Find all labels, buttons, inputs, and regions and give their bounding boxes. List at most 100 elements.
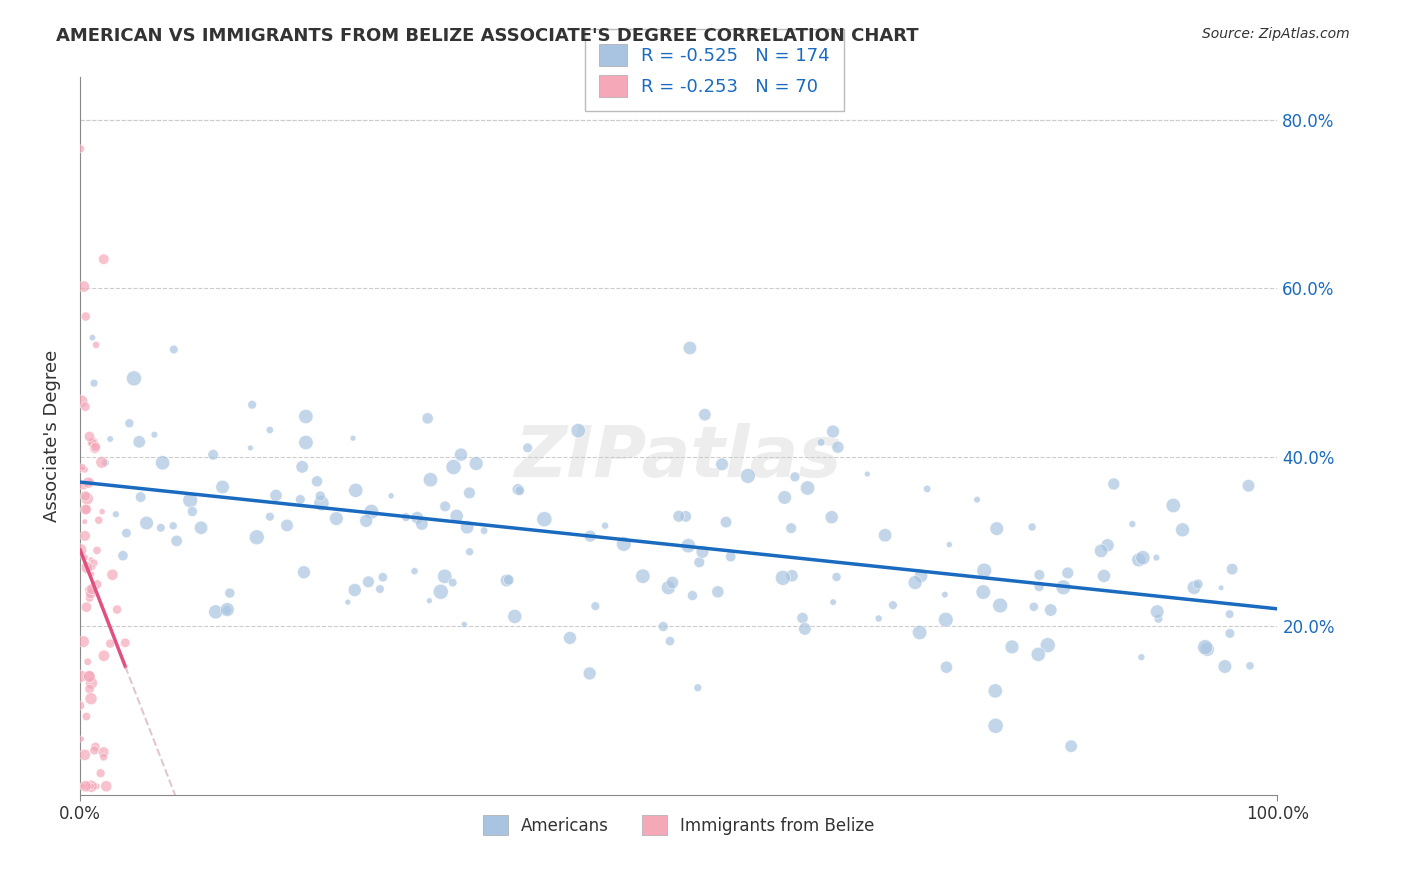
Point	[688, 555, 710, 569]
Point	[80, 676, 103, 690]
Point	[827, 440, 849, 454]
Y-axis label: Associate's Degree: Associate's Degree	[44, 350, 60, 522]
Point	[79, 670, 101, 684]
Point	[1036, 638, 1059, 652]
Point	[82, 331, 104, 345]
Point	[984, 684, 1007, 698]
Point	[344, 483, 367, 498]
Point	[135, 516, 157, 530]
Point	[72, 779, 94, 793]
Point	[129, 490, 152, 504]
Point	[93, 745, 115, 759]
Point	[593, 518, 616, 533]
Point	[458, 486, 481, 500]
Point	[450, 448, 472, 462]
Point	[295, 435, 318, 450]
Point	[465, 457, 488, 471]
Point	[1090, 544, 1112, 558]
Point	[80, 567, 103, 582]
Point	[1239, 658, 1261, 673]
Text: AMERICAN VS IMMIGRANTS FROM BELIZE ASSOCIATE'S DEGREE CORRELATION CHART: AMERICAN VS IMMIGRANTS FROM BELIZE ASSOC…	[56, 27, 920, 45]
Point	[240, 398, 263, 412]
Point	[86, 577, 108, 591]
Text: Source: ZipAtlas.com: Source: ZipAtlas.com	[1202, 27, 1350, 41]
Point	[77, 669, 100, 683]
Point	[692, 545, 714, 559]
Point	[94, 456, 117, 470]
Point	[79, 586, 101, 600]
Point	[1060, 739, 1083, 754]
Point	[79, 681, 101, 696]
Point	[76, 560, 98, 574]
Point	[291, 459, 314, 474]
Point	[96, 779, 118, 793]
Point	[72, 478, 94, 492]
Point	[1026, 648, 1049, 662]
Point	[84, 440, 107, 454]
Point	[118, 416, 141, 430]
Point	[309, 489, 332, 503]
Point	[69, 142, 91, 156]
Point	[429, 584, 451, 599]
Point	[76, 655, 98, 669]
Point	[305, 475, 328, 489]
Point	[495, 574, 517, 588]
Point	[1056, 566, 1078, 580]
Point	[75, 779, 97, 793]
Point	[342, 431, 364, 445]
Point	[371, 570, 394, 584]
Point	[166, 533, 188, 548]
Point	[163, 343, 186, 357]
Point	[75, 502, 97, 516]
Point	[149, 521, 172, 535]
Point	[737, 469, 759, 483]
Point	[82, 560, 104, 574]
Point	[720, 549, 742, 564]
Point	[101, 567, 124, 582]
Point	[792, 611, 814, 625]
Point	[217, 602, 239, 616]
Point	[681, 589, 703, 603]
Point	[90, 455, 112, 469]
Point	[311, 496, 333, 510]
Point	[84, 338, 107, 352]
Point	[908, 625, 931, 640]
Point	[416, 411, 439, 425]
Point	[80, 691, 103, 706]
Point	[533, 512, 555, 526]
Point	[783, 470, 806, 484]
Point	[434, 500, 457, 514]
Point	[1021, 520, 1043, 534]
Point	[1028, 568, 1050, 582]
Point	[1237, 479, 1260, 493]
Point	[934, 588, 956, 602]
Point	[152, 456, 174, 470]
Point	[1194, 640, 1216, 655]
Point	[73, 747, 96, 762]
Point	[509, 483, 531, 498]
Point	[935, 613, 957, 627]
Point	[76, 502, 98, 516]
Point	[404, 564, 426, 578]
Point	[631, 569, 654, 583]
Point	[86, 543, 108, 558]
Point	[93, 750, 115, 764]
Point	[693, 408, 716, 422]
Point	[583, 599, 606, 613]
Point	[1052, 580, 1074, 594]
Point	[1121, 516, 1143, 531]
Point	[882, 598, 904, 612]
Point	[79, 779, 101, 793]
Point	[360, 505, 382, 519]
Point	[82, 435, 104, 450]
Point	[823, 595, 845, 609]
Point	[472, 524, 495, 538]
Point	[1219, 626, 1241, 640]
Point	[1182, 581, 1205, 595]
Point	[558, 631, 581, 645]
Point	[657, 581, 679, 595]
Point	[825, 570, 848, 584]
Point	[433, 569, 456, 583]
Point	[988, 599, 1011, 613]
Point	[1001, 640, 1024, 654]
